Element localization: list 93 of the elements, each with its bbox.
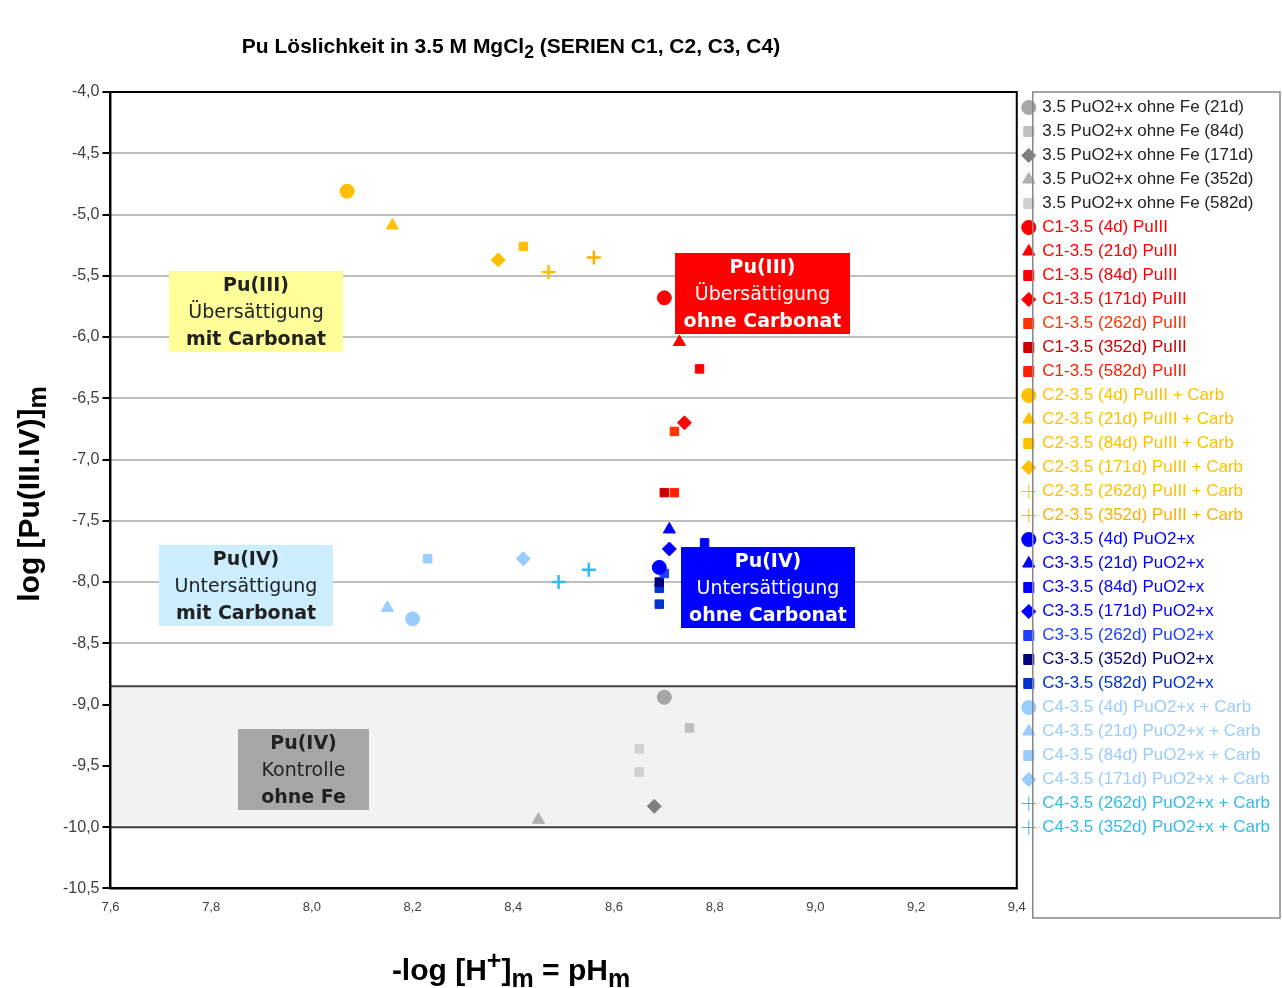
y-tick-label: -7,5 bbox=[71, 511, 100, 529]
point bbox=[518, 241, 529, 252]
point bbox=[654, 577, 665, 587]
legend-label: C2-3.5 (4d) PuIII + Carb bbox=[1042, 385, 1225, 405]
legend-label: C4-3.5 (262d) PuO2+x + Carb bbox=[1042, 793, 1270, 813]
y-tick-label: -7,0 bbox=[71, 449, 100, 467]
point bbox=[634, 743, 644, 754]
legend-label: C3-3.5 (262d) PuO2+x bbox=[1042, 625, 1215, 645]
legend-label: C1-3.5 (84d) PuIII bbox=[1042, 265, 1178, 285]
legend-label: C4-3.5 (21d) PuO2+x + Carb bbox=[1042, 721, 1261, 741]
point bbox=[699, 538, 710, 548]
point bbox=[656, 290, 672, 306]
legend-label: C3-3.5 (4d) PuO2+x bbox=[1042, 529, 1196, 549]
x-tick-label: 8,0 bbox=[302, 898, 321, 914]
point bbox=[694, 364, 705, 374]
legend-label: C4-3.5 (4d) PuO2+x + Carb bbox=[1042, 697, 1252, 717]
annotation: Pu(III) Übersättigung mit Carbonat bbox=[169, 271, 343, 352]
x-tick-label: 8,8 bbox=[705, 898, 724, 914]
point bbox=[659, 487, 670, 498]
legend-label: C4-3.5 (84d) PuO2+x + Carb bbox=[1042, 745, 1261, 765]
point bbox=[385, 218, 399, 230]
y-tick-label: -4,5 bbox=[71, 143, 100, 161]
point bbox=[672, 334, 686, 346]
point bbox=[580, 561, 598, 579]
legend-label: 3.5 PuO2+x ohne Fe (21d) bbox=[1042, 97, 1245, 117]
point bbox=[585, 249, 603, 266]
legend-label: C1-3.5 (582d) PuIII bbox=[1042, 361, 1187, 381]
point bbox=[634, 767, 644, 777]
legend-label: 3.5 PuO2+x ohne Fe (352d) bbox=[1042, 169, 1254, 189]
legend-label: C2-3.5 (171d) PuIII + Carb bbox=[1042, 457, 1244, 477]
legend-label: C1-3.5 (21d) PuIII bbox=[1042, 241, 1178, 261]
point bbox=[646, 798, 662, 814]
y-tick-label: -8,0 bbox=[71, 572, 100, 590]
legend-label: C3-3.5 (352d) PuO2+x bbox=[1042, 649, 1215, 669]
y-tick-label: -8,5 bbox=[71, 633, 100, 651]
x-tick-label: 9,0 bbox=[806, 898, 825, 914]
legend-label: C1-3.5 (4d) PuIII bbox=[1042, 217, 1168, 237]
legend-label: 3.5 PuO2+x ohne Fe (84d) bbox=[1042, 121, 1245, 141]
legend-label: 3.5 PuO2+x ohne Fe (171d) bbox=[1042, 145, 1254, 165]
point bbox=[656, 689, 672, 705]
point bbox=[669, 487, 680, 498]
x-tick-label: 8,6 bbox=[604, 898, 624, 914]
point bbox=[684, 723, 695, 733]
legend-label: C3-3.5 (171d) PuO2+x bbox=[1042, 601, 1215, 621]
legend-label: C3-3.5 (84d) PuO2+x bbox=[1042, 577, 1205, 597]
legend-label: C2-3.5 (262d) PuIII + Carb bbox=[1042, 481, 1244, 501]
legend-label: C2-3.5 (21d) PuIII + Carb bbox=[1042, 409, 1234, 429]
chart-title: Pu Löslichkeit in 3.5 M MgCl$_{2}$ (SERIEN C1, C2, C3, C4) bbox=[240, 34, 782, 64]
y-tick-label: -4,0 bbox=[71, 82, 100, 100]
y-tick-label: -9,5 bbox=[71, 756, 100, 774]
legend-label: 3.5 PuO2+x ohne Fe (582d) bbox=[1042, 193, 1254, 213]
x-tick-label: 7,6 bbox=[101, 898, 120, 914]
legend-label: C1-3.5 (352d) PuIII bbox=[1042, 337, 1187, 357]
point bbox=[550, 573, 567, 591]
legend-label: C4-3.5 (171d) PuO2+x + Carb bbox=[1042, 769, 1270, 789]
x-tick-label: 8,2 bbox=[403, 898, 422, 914]
point bbox=[405, 611, 421, 627]
legend-label: C4-3.5 (352d) PuO2+x + Carb bbox=[1042, 817, 1270, 837]
annotation: Pu(IV) Untersättigung mit Carbonat bbox=[159, 545, 333, 626]
legend-label: C3-3.5 (582d) PuO2+x bbox=[1042, 673, 1215, 693]
x-tick-label: 8,4 bbox=[504, 898, 523, 914]
x-tick-label: 9,4 bbox=[1007, 898, 1026, 914]
point bbox=[490, 252, 506, 268]
point bbox=[669, 426, 680, 437]
point bbox=[531, 812, 546, 824]
point bbox=[380, 600, 394, 612]
point bbox=[422, 554, 433, 564]
point bbox=[651, 559, 667, 575]
y-tick-label: -10,0 bbox=[63, 817, 100, 835]
legend-label: C1-3.5 (171d) PuIII bbox=[1042, 289, 1187, 309]
legend-label: C1-3.5 (262d) PuIII bbox=[1042, 313, 1187, 333]
legend-label: C2-3.5 (84d) PuIII + Carb bbox=[1042, 433, 1234, 453]
legend-label: C2-3.5 (352d) PuIII + Carb bbox=[1042, 505, 1244, 525]
point bbox=[339, 183, 355, 199]
y-tick-label: -6,0 bbox=[71, 327, 100, 345]
y-tick-label: -5,0 bbox=[71, 204, 100, 222]
legend-label: C3-3.5 (21d) PuO2+x bbox=[1042, 553, 1205, 573]
y-tick-label: -5,5 bbox=[71, 266, 100, 284]
y-tick-label: -9,0 bbox=[71, 695, 100, 713]
x-tick-label: 9,2 bbox=[907, 898, 926, 914]
y-tick-label: -10,5 bbox=[63, 878, 100, 896]
point bbox=[515, 551, 531, 567]
annotation: Pu(IV) Untersättigung ohne Carbonat bbox=[681, 547, 855, 628]
point bbox=[661, 541, 677, 557]
x-tick-label: 7,8 bbox=[202, 898, 221, 914]
point bbox=[676, 415, 692, 431]
point bbox=[662, 521, 676, 534]
annotation: Pu(III) Übersättigung ohne Carbonat bbox=[675, 253, 850, 334]
point bbox=[540, 263, 557, 281]
annotation: Pu(IV) Kontrolle ohne Fe bbox=[238, 729, 369, 810]
x-axis-title: -log [H$^{+}$]$_{m}$ = pH$_{m}$ bbox=[390, 946, 632, 988]
point bbox=[654, 599, 665, 609]
y-tick-label: -6,5 bbox=[71, 388, 100, 406]
